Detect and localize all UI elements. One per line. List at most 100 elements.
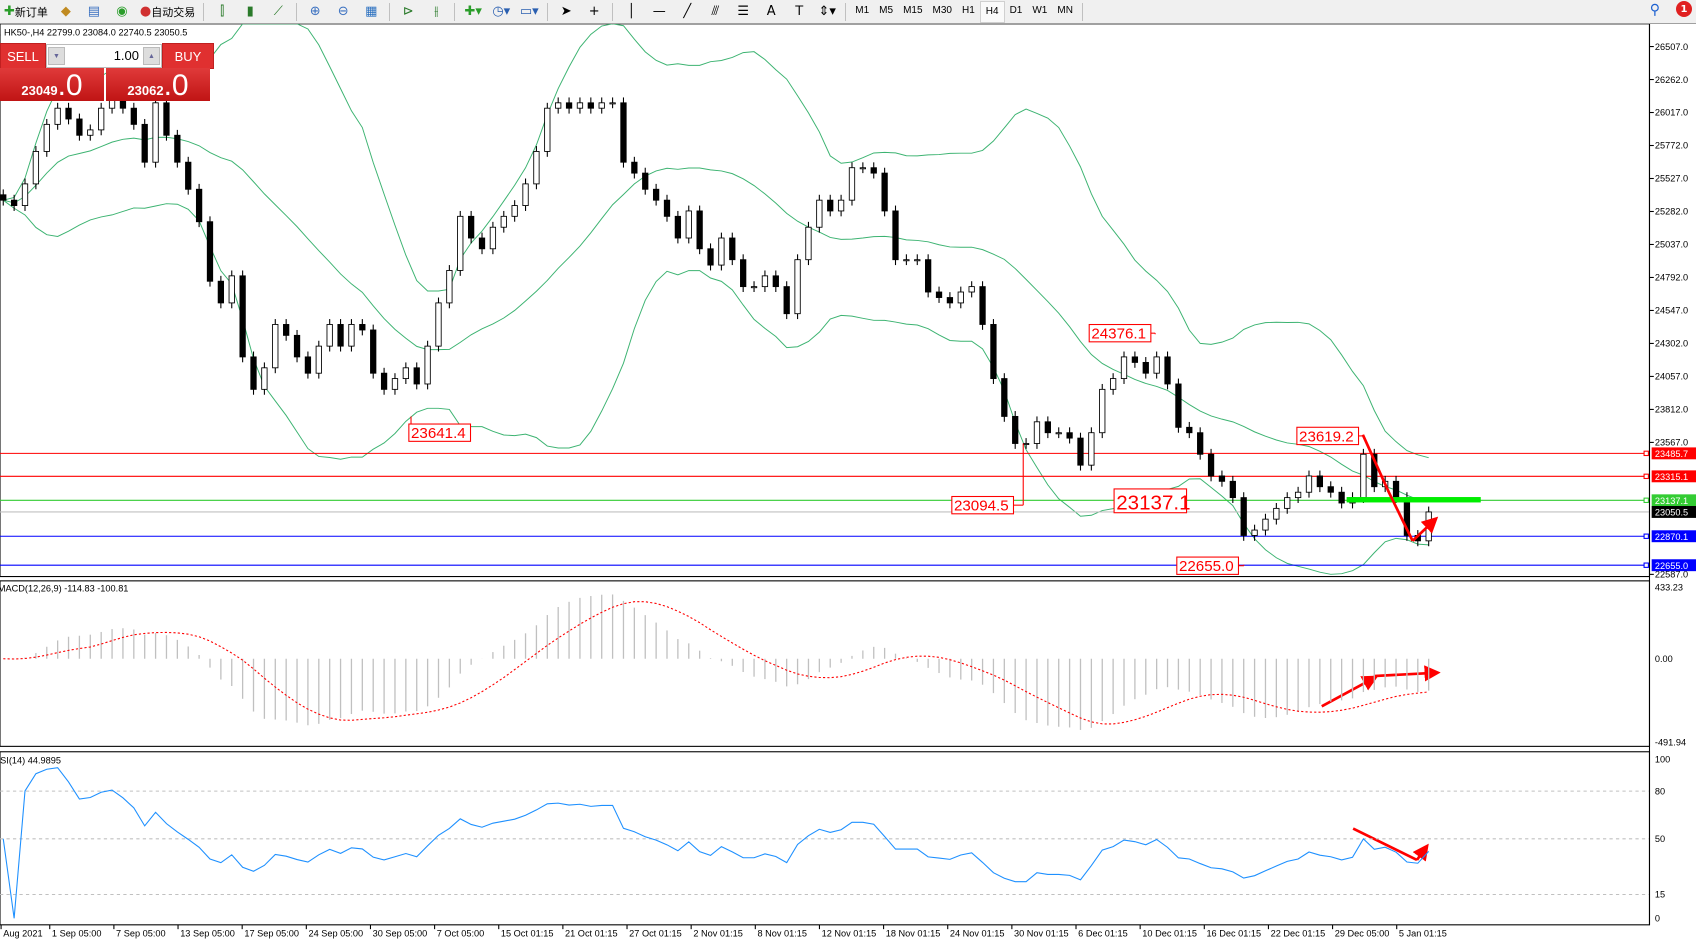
bearish-candle: [1066, 432, 1073, 439]
level-price-label: 23315.1: [1655, 472, 1688, 482]
bar-chart-button[interactable]: ⫿: [209, 2, 235, 22]
timeframe-m5[interactable]: M5: [879, 5, 894, 16]
trendline-button[interactable]: ╱: [674, 2, 700, 22]
equidistant-channel-button[interactable]: ⫻: [702, 2, 728, 22]
text-button[interactable]: A: [758, 2, 784, 22]
bullish-candle: [544, 107, 551, 152]
bullish-candle: [718, 237, 725, 266]
text-label-button[interactable]: Ｔ: [786, 2, 812, 22]
rsi-tick-label: 0: [1655, 914, 1660, 924]
timeframe-m15[interactable]: M15: [903, 5, 923, 16]
buy-price[interactable]: 23062 .0: [106, 68, 210, 101]
timeframe-h1[interactable]: H1: [961, 5, 975, 16]
bullish-candle: [272, 324, 279, 369]
sell-button[interactable]: SELL: [0, 43, 46, 69]
price-tick-label: 24302.0: [1655, 339, 1688, 349]
zoom-in-button[interactable]: ⊕: [302, 2, 328, 22]
bearish-candle: [174, 134, 181, 163]
crosshair-button[interactable]: +: [581, 2, 607, 22]
timeframe-m1[interactable]: M1: [855, 5, 870, 16]
time-tick-label: Aug 2021: [3, 929, 42, 939]
lot-value[interactable]: 1.00: [113, 48, 139, 63]
rsi-tick-label: 80: [1655, 786, 1665, 796]
zoom-out-button[interactable]: ⊖: [330, 2, 356, 22]
bearish-candle: [652, 188, 660, 201]
indicators-button[interactable]: ✚▾: [460, 2, 486, 22]
price-axis[interactable]: 26507.0 26262.0 26017.0 25772.0 25527.0 25282…: [1648, 23, 1696, 925]
level-handle[interactable]: [1643, 473, 1649, 480]
main-pane[interactable]: [0, 23, 1651, 578]
trendline-icon: ╱: [683, 4, 692, 19]
indicators-icon: ✚▾: [464, 4, 482, 19]
lot-size-input[interactable]: ▼ 1.00 ▲: [46, 44, 162, 68]
tile-windows-button[interactable]: ▦: [358, 2, 384, 22]
bullish-candle: [1022, 443, 1030, 445]
lot-decrease-button[interactable]: ▼: [48, 47, 65, 65]
bearish-candle: [1077, 437, 1084, 466]
annotation-box: [951, 495, 1015, 515]
separator: [203, 2, 205, 21]
timeframe-d1[interactable]: D1: [1009, 5, 1023, 16]
search-icon[interactable]: ⚲: [1649, 2, 1660, 18]
timeframe-mn[interactable]: MN: [1057, 5, 1073, 16]
bearish-candle: [631, 161, 638, 174]
bullish-candle: [576, 102, 584, 109]
candlestick-button[interactable]: ▮: [237, 2, 263, 22]
macd-tick-label: 433.23: [1655, 583, 1683, 593]
text-icon: A: [766, 4, 776, 19]
timeframe-m30[interactable]: M30: [932, 5, 952, 16]
time-tick-label: 10 Dec 01:15: [1142, 929, 1197, 939]
horizontal-line-icon: —: [652, 4, 666, 19]
timeframe-h4[interactable]: H4: [979, 0, 1005, 23]
level-price-tag: [1651, 530, 1696, 543]
level-handle[interactable]: [1643, 497, 1649, 503]
bearish-candle: [1229, 480, 1236, 499]
bearish-candle: [217, 280, 225, 304]
separator: [389, 2, 391, 21]
bullish-candle: [805, 226, 812, 261]
price-tick-label: 26507.0: [1655, 42, 1688, 52]
auto-trading-button[interactable]: ● 自动交易: [137, 2, 198, 22]
auto-scroll-button[interactable]: ⊳: [395, 2, 421, 22]
bullish-candle: [435, 302, 442, 347]
bullish-candle: [21, 183, 29, 206]
time-axis[interactable]: Aug 2021 1 Sep 05:00 7 Sep 05:00 13 Sep 05:…: [0, 924, 1447, 939]
bearish-candle: [696, 210, 703, 250]
bearish-candle: [0, 194, 7, 201]
vertical-line-button[interactable]: │: [618, 2, 644, 22]
vertical-line-icon: │: [627, 4, 636, 19]
notification-badge[interactable]: 1: [1676, 1, 1692, 17]
level-handle[interactable]: [1643, 562, 1649, 568]
bullish-candle: [43, 123, 50, 152]
level-handle[interactable]: [1643, 533, 1649, 539]
templates-button[interactable]: ▭▾: [516, 2, 542, 22]
timeframe-w1[interactable]: W1: [1032, 5, 1048, 16]
buy-button[interactable]: BUY: [162, 43, 214, 69]
bearish-candle: [283, 324, 290, 336]
new-order-button[interactable]: ✚ 新订单: [1, 2, 51, 22]
lot-increase-button[interactable]: ▲: [143, 47, 160, 65]
level-handle[interactable]: [1643, 450, 1649, 457]
signals-button[interactable]: ◉: [109, 2, 135, 22]
history-center-button[interactable]: ◆: [53, 2, 79, 22]
periods-button[interactable]: ◷▾: [488, 2, 514, 22]
fibonacci-button[interactable]: ☰: [730, 2, 756, 22]
line-chart-button[interactable]: ⟋: [265, 2, 291, 22]
bearish-candle: [772, 275, 779, 288]
chart-shift-button[interactable]: ⫲: [423, 2, 449, 22]
rsi-tick-label: 15: [1655, 890, 1665, 900]
bearish-candle: [881, 172, 888, 212]
metaeditor-button[interactable]: ▤: [81, 2, 107, 22]
bearish-candle: [76, 118, 83, 136]
bullish-candle: [511, 205, 518, 217]
arrows-button[interactable]: ⇕▾: [814, 2, 840, 22]
macd-pane[interactable]: [0, 580, 1651, 747]
sell-price[interactable]: 23049 .0: [0, 68, 104, 101]
bullish-candle: [500, 215, 507, 228]
bollinger-middle: [3, 136, 1429, 502]
horizontal-line-button[interactable]: —: [646, 2, 672, 22]
price-tick-label: 25282.0: [1655, 207, 1688, 217]
annotation-label: 23641.4: [411, 425, 466, 442]
cursor-button[interactable]: ➤: [553, 2, 579, 22]
